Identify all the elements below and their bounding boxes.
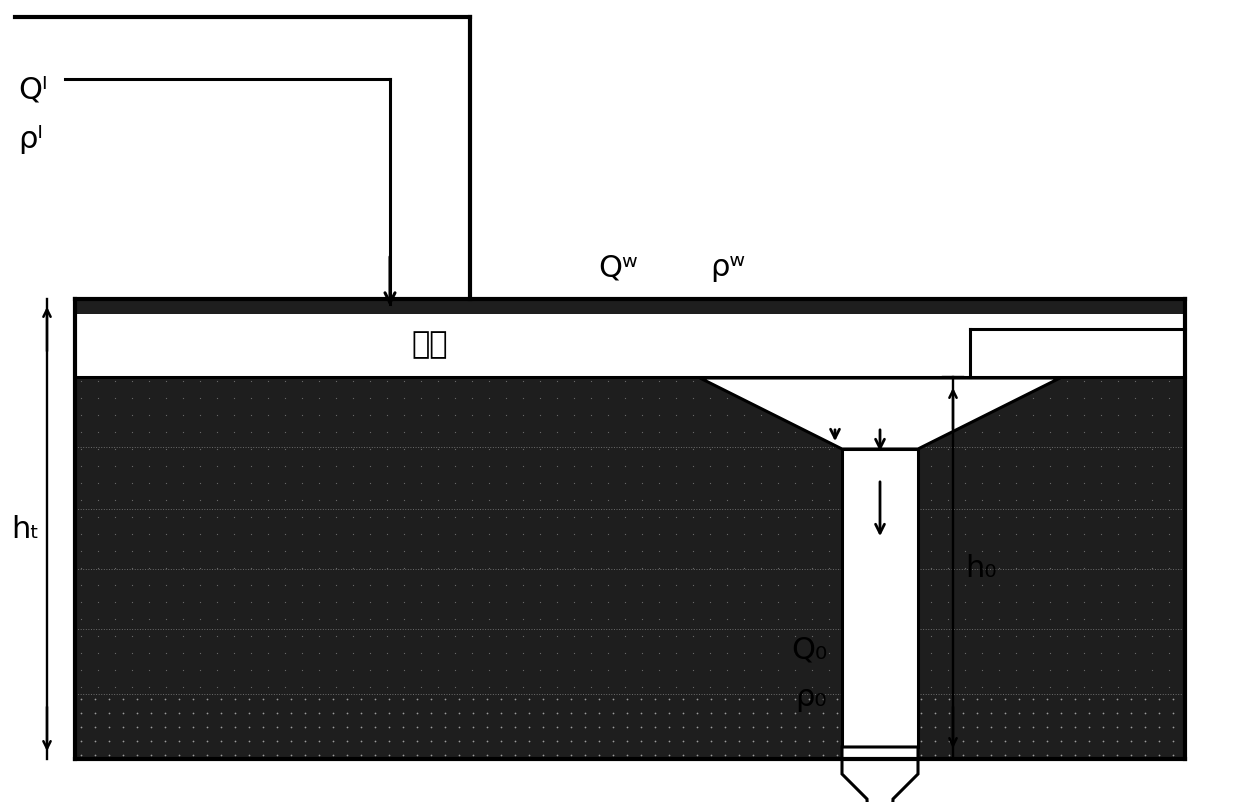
Bar [74,300,1185,759]
Text: ρᴵ: ρᴵ [19,125,43,154]
Text: Qʷ: Qʷ [598,253,637,282]
Text: 清水: 清水 [412,330,448,359]
Bar [74,314,1185,378]
Text: hₜ: hₜ [11,515,40,544]
Text: Qᴵ: Qᴵ [19,75,47,104]
Text: ρʷ: ρʷ [711,253,745,282]
Polygon shape [701,379,1060,449]
Text: h₀: h₀ [965,554,997,583]
Polygon shape [842,747,918,802]
Bar [842,449,918,747]
Text: Q₀: Q₀ [791,634,827,664]
Text: ρ₀: ρ₀ [796,683,827,711]
